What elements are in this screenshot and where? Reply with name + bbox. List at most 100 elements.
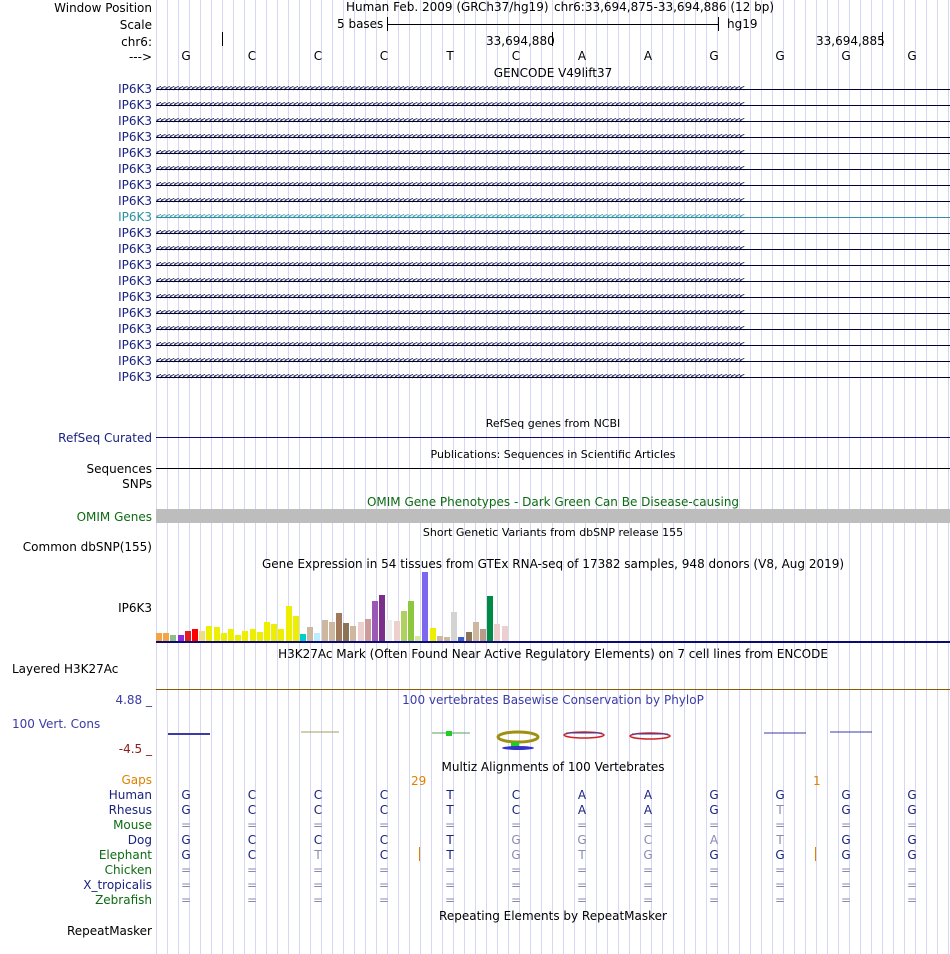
gtex-tissue-bar[interactable] [401,611,407,641]
gtex-tissue-bar[interactable] [314,633,320,641]
gencode-label[interactable]: IP6K3 [118,210,152,224]
gencode-label[interactable]: IP6K3 [118,178,152,192]
h3k27ac-signal[interactable] [156,689,950,690]
gtex-tissue-bar[interactable] [379,595,385,641]
gencode-label[interactable]: IP6K3 [118,242,152,256]
gtex-tissue-bar[interactable] [343,623,349,641]
gtex-tissue-bar[interactable] [365,619,371,641]
gencode-transcript[interactable]: <<<<<<<<<<<<<<<<<<<<<<<<<<<<<<<<<<<<<<<<… [156,130,950,144]
gencode-transcript[interactable]: <<<<<<<<<<<<<<<<<<<<<<<<<<<<<<<<<<<<<<<<… [156,146,950,160]
gencode-transcript[interactable]: <<<<<<<<<<<<<<<<<<<<<<<<<<<<<<<<<<<<<<<<… [156,354,950,368]
gtex-tissue-bar[interactable] [415,636,421,641]
gencode-label[interactable]: IP6K3 [118,370,152,384]
species-label[interactable]: X_tropicalis [83,878,152,892]
gtex-tissue-bar[interactable] [178,635,184,641]
species-label[interactable]: Chicken [104,863,152,877]
gtex-tissue-bar[interactable] [430,628,436,641]
gtex-tissue-bar[interactable] [358,622,364,641]
gtex-tissue-bar[interactable] [250,629,256,641]
gtex-tissue-bar[interactable] [494,624,500,641]
gencode-label[interactable]: IP6K3 [118,290,152,304]
gtex-tissue-bar[interactable] [451,612,457,641]
gencode-label[interactable]: IP6K3 [118,82,152,96]
gencode-transcript[interactable]: <<<<<<<<<<<<<<<<<<<<<<<<<<<<<<<<<<<<<<<<… [156,210,950,224]
gencode-label[interactable]: IP6K3 [118,322,152,336]
gtex-tissue-bar[interactable] [473,622,479,641]
gencode-label[interactable]: IP6K3 [118,130,152,144]
gtex-tissue-bar[interactable] [466,632,472,641]
gtex-tissue-bar[interactable] [206,626,212,641]
gtex-tissue-bar[interactable] [336,613,342,641]
gencode-transcript[interactable]: <<<<<<<<<<<<<<<<<<<<<<<<<<<<<<<<<<<<<<<<… [156,370,950,384]
gtex-tissue-bar[interactable] [502,626,508,641]
gtex-tissue-bar[interactable] [394,621,400,641]
gencode-transcript[interactable]: <<<<<<<<<<<<<<<<<<<<<<<<<<<<<<<<<<<<<<<<… [156,226,950,240]
gtex-tissue-bar[interactable] [235,635,241,641]
species-label[interactable]: Mouse [113,818,152,832]
gencode-transcript[interactable]: <<<<<<<<<<<<<<<<<<<<<<<<<<<<<<<<<<<<<<<<… [156,162,950,176]
species-label[interactable]: Rhesus [108,803,152,817]
gtex-tissue-bar[interactable] [422,572,428,641]
gencode-transcript[interactable]: <<<<<<<<<<<<<<<<<<<<<<<<<<<<<<<<<<<<<<<<… [156,322,950,336]
gtex-tissue-bar[interactable] [487,596,493,641]
gtex-tissue-bar[interactable] [329,622,335,641]
gtex-tissue-bar[interactable] [163,633,169,641]
gencode-transcript[interactable]: <<<<<<<<<<<<<<<<<<<<<<<<<<<<<<<<<<<<<<<<… [156,194,950,208]
gencode-label[interactable]: IP6K3 [118,258,152,272]
species-label[interactable]: Zebrafish [95,893,152,907]
gencode-transcript[interactable]: <<<<<<<<<<<<<<<<<<<<<<<<<<<<<<<<<<<<<<<<… [156,338,950,352]
gencode-transcript[interactable]: <<<<<<<<<<<<<<<<<<<<<<<<<<<<<<<<<<<<<<<<… [156,242,950,256]
conservation-label[interactable]: 100 Vert. Cons [12,717,101,731]
gtex-tissue-bar[interactable] [221,633,227,641]
gencode-label[interactable]: IP6K3 [118,226,152,240]
gtex-tissue-bar[interactable] [293,616,299,641]
species-label[interactable]: Human [108,788,152,802]
gtex-tissue-bar[interactable] [278,629,284,641]
refseq-line[interactable] [156,437,950,438]
gencode-transcript[interactable]: <<<<<<<<<<<<<<<<<<<<<<<<<<<<<<<<<<<<<<<<… [156,98,950,112]
omim-gene-bar[interactable] [156,509,950,523]
species-label[interactable]: Elephant [98,848,152,862]
gencode-transcript[interactable]: <<<<<<<<<<<<<<<<<<<<<<<<<<<<<<<<<<<<<<<<… [156,82,950,96]
gencode-label[interactable]: IP6K3 [118,306,152,320]
gtex-tissue-bar[interactable] [458,637,464,641]
gencode-transcript[interactable]: <<<<<<<<<<<<<<<<<<<<<<<<<<<<<<<<<<<<<<<<… [156,290,950,304]
species-label[interactable]: Dog [127,833,152,847]
gencode-transcript[interactable]: <<<<<<<<<<<<<<<<<<<<<<<<<<<<<<<<<<<<<<<<… [156,178,950,192]
gencode-label[interactable]: IP6K3 [118,354,152,368]
h3k27ac-label[interactable]: Layered H3K27Ac [12,662,119,676]
conservation-plot[interactable] [156,725,950,755]
refseq-label[interactable]: RefSeq Curated [58,431,152,445]
repeatmasker-label[interactable]: RepeatMasker [66,924,152,938]
gencode-transcript[interactable]: <<<<<<<<<<<<<<<<<<<<<<<<<<<<<<<<<<<<<<<<… [156,274,950,288]
gencode-transcript[interactable]: <<<<<<<<<<<<<<<<<<<<<<<<<<<<<<<<<<<<<<<<… [156,258,950,272]
gtex-label[interactable]: IP6K3 [118,601,152,615]
gtex-tissue-bar[interactable] [242,631,248,641]
omim-label[interactable]: OMIM Genes [76,510,152,524]
snps-label[interactable]: SNPs [122,477,152,491]
gtex-tissue-bar[interactable] [199,631,205,641]
gtex-tissue-bar[interactable] [264,622,270,641]
gtex-tissue-bar[interactable] [156,633,162,641]
gtex-tissue-bar[interactable] [286,606,292,641]
gencode-transcript[interactable]: <<<<<<<<<<<<<<<<<<<<<<<<<<<<<<<<<<<<<<<<… [156,114,950,128]
gtex-tissue-bar[interactable] [372,601,378,641]
gtex-tissue-bar[interactable] [437,636,443,641]
gtex-tissue-bar[interactable] [322,620,328,641]
gtex-tissue-bar[interactable] [185,631,191,641]
gtex-tissue-bar[interactable] [271,624,277,641]
gtex-tissue-bar[interactable] [350,626,356,641]
gencode-label[interactable]: IP6K3 [118,114,152,128]
gtex-tissue-bar[interactable] [192,629,198,641]
gtex-tissue-bar[interactable] [170,635,176,641]
gtex-tissue-bar[interactable] [480,629,486,641]
gencode-label[interactable]: IP6K3 [118,338,152,352]
gencode-label[interactable]: IP6K3 [118,274,152,288]
gencode-label[interactable]: IP6K3 [118,98,152,112]
publications-line[interactable] [156,468,950,469]
gtex-tissue-bar[interactable] [257,632,263,641]
gencode-transcript[interactable]: <<<<<<<<<<<<<<<<<<<<<<<<<<<<<<<<<<<<<<<<… [156,306,950,320]
gtex-bar-chart[interactable] [156,572,950,641]
dbsnp-label[interactable]: Common dbSNP(155) [22,540,152,554]
sequences-label[interactable]: Sequences [86,462,152,476]
